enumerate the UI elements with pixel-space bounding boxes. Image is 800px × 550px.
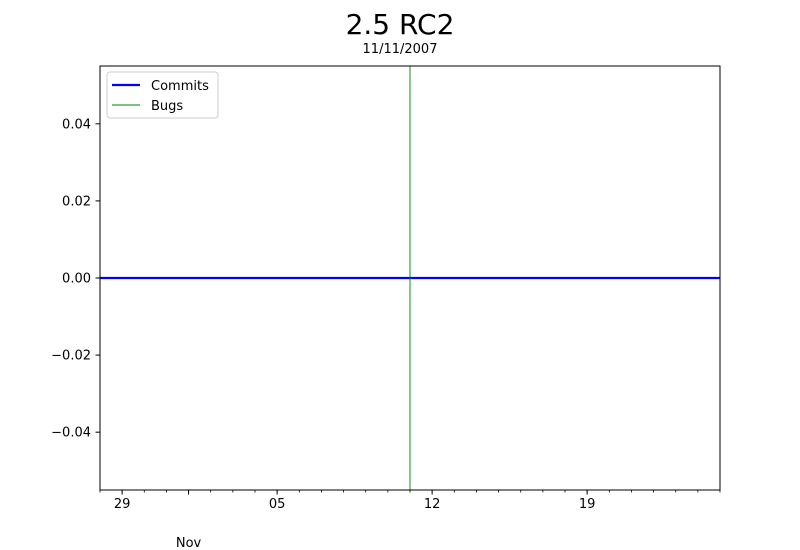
x-tick-label: 12 (424, 497, 441, 512)
x-tick-label: 19 (579, 497, 596, 512)
x-tick-label: 29 (114, 497, 131, 512)
legend-label-commits: Commits (151, 79, 209, 94)
chart-title: 2.5 RC2 (346, 8, 455, 41)
y-tick-label: −0.02 (51, 349, 91, 364)
chart-subtitle: 11/11/2007 (363, 42, 438, 57)
y-tick-label: 0.02 (62, 194, 91, 209)
x-month-label: Nov (176, 536, 202, 550)
x-tick-label: 05 (269, 497, 286, 512)
y-tick-label: 0.04 (62, 117, 91, 132)
plot-area: 0.04 0.02 0.00 −0.02 −0.04 29 05 12 19 Nov Commits… (51, 65, 721, 550)
legend-box (106, 71, 219, 119)
legend-label-bugs: Bugs (151, 99, 183, 114)
y-tick-label: −0.04 (51, 426, 91, 441)
y-tick-label: 0.00 (62, 272, 91, 287)
